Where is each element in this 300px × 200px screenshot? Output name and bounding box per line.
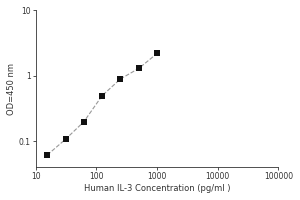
Point: [63, 138, 68, 141]
X-axis label: Human IL-3 Concentration (pg/ml ): Human IL-3 Concentration (pg/ml ): [84, 184, 230, 193]
Point: [82, 120, 86, 123]
Point: [136, 67, 141, 70]
Point: [100, 94, 105, 97]
Point: [118, 77, 123, 81]
Point: [45, 153, 50, 157]
Point: [154, 52, 159, 55]
Y-axis label: OD=450 nm: OD=450 nm: [7, 63, 16, 115]
